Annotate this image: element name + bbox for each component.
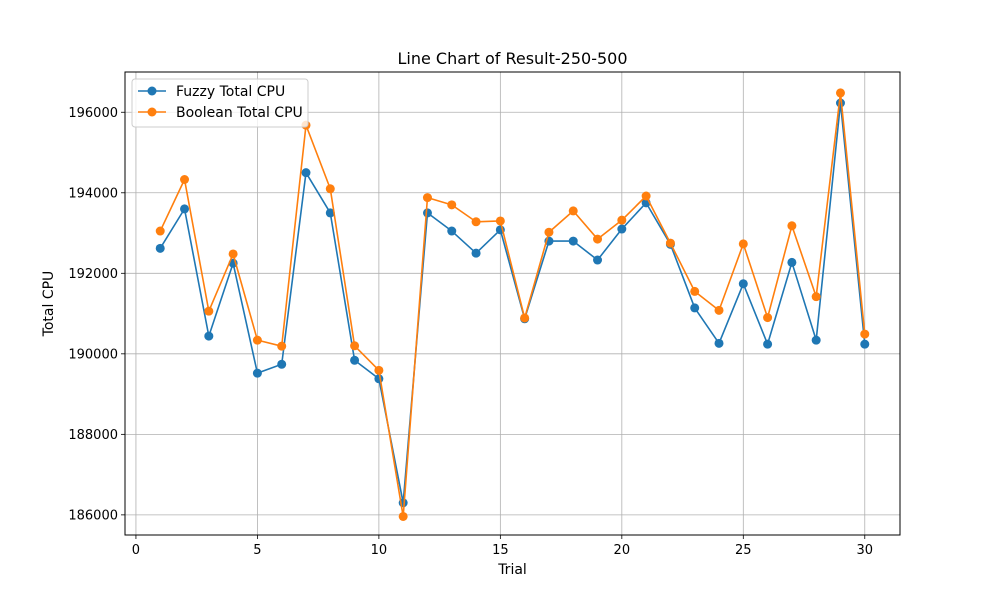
data-point xyxy=(593,255,603,265)
x-axis-label: Trial xyxy=(497,562,527,578)
x-tick-label: 25 xyxy=(735,543,752,558)
data-point xyxy=(252,335,262,345)
x-tick-label: 5 xyxy=(253,543,261,558)
y-axis-label: Total CPU xyxy=(41,271,57,338)
data-point xyxy=(641,191,651,201)
data-point xyxy=(277,359,287,369)
data-point xyxy=(155,243,165,253)
data-point xyxy=(520,313,530,323)
data-point xyxy=(398,511,408,521)
y-tick-label: 188000 xyxy=(68,428,118,443)
data-point xyxy=(350,341,360,351)
data-point xyxy=(325,208,335,218)
chart-title: Line Chart of Result-250-500 xyxy=(397,49,627,68)
series-2 xyxy=(155,88,870,521)
y-tick-label: 190000 xyxy=(68,347,118,362)
data-point xyxy=(617,224,627,234)
data-point xyxy=(763,339,773,349)
legend-item: Fuzzy Total CPU xyxy=(138,84,285,100)
data-point xyxy=(155,226,165,236)
ticks: 0 5 10 15 20 25 30 186000 188000 190000 192000 1940… xyxy=(68,106,873,558)
data-point xyxy=(422,193,432,203)
legend-marker xyxy=(147,86,157,96)
data-point xyxy=(544,227,554,237)
data-point xyxy=(204,331,214,341)
x-tick-label: 30 xyxy=(856,543,873,558)
data-point xyxy=(180,174,190,184)
data-point xyxy=(835,88,845,98)
legend-box xyxy=(131,78,309,128)
data-point xyxy=(763,313,773,323)
y-tick-label: 194000 xyxy=(68,186,118,201)
data-point xyxy=(471,217,481,227)
data-point xyxy=(374,365,384,375)
data-point xyxy=(593,234,603,244)
data-point xyxy=(568,236,578,246)
data-point xyxy=(738,239,748,249)
x-tick-label: 15 xyxy=(492,543,509,558)
y-tick-label: 186000 xyxy=(68,508,118,523)
data-point xyxy=(204,306,214,316)
legend: Fuzzy Total CPU Boolean Total CPU xyxy=(131,78,309,128)
data-point xyxy=(811,292,821,302)
legend-item: Boolean Total CPU xyxy=(138,105,303,121)
legend-label: Fuzzy Total CPU xyxy=(176,84,285,100)
data-point xyxy=(350,355,360,365)
x-tick-label: 0 xyxy=(132,543,140,558)
data-point xyxy=(325,184,335,194)
data-point xyxy=(690,303,700,313)
data-point xyxy=(787,221,797,231)
data-point xyxy=(228,249,238,259)
data-point xyxy=(738,279,748,289)
data-point xyxy=(787,257,797,267)
series-group xyxy=(155,88,870,521)
data-point xyxy=(495,216,505,226)
data-point xyxy=(422,208,432,218)
legend-label: Boolean Total CPU xyxy=(176,105,303,121)
data-point xyxy=(568,206,578,216)
data-point xyxy=(690,286,700,296)
x-tick-label: 10 xyxy=(371,543,388,558)
x-tick-label: 20 xyxy=(614,543,631,558)
data-point xyxy=(471,248,481,258)
data-point xyxy=(277,341,287,351)
data-point xyxy=(252,368,262,378)
data-point xyxy=(714,338,724,348)
data-point xyxy=(617,215,627,225)
y-tick-label: 196000 xyxy=(68,106,118,121)
data-point xyxy=(447,200,457,210)
y-tick-label: 192000 xyxy=(68,267,118,282)
data-point xyxy=(860,329,870,339)
data-point xyxy=(860,339,870,349)
legend-marker xyxy=(147,107,157,117)
data-point xyxy=(811,335,821,345)
data-point xyxy=(374,374,384,384)
plot-frame xyxy=(124,71,901,536)
data-point xyxy=(301,168,311,178)
data-point xyxy=(180,204,190,214)
data-point xyxy=(447,226,457,236)
data-point xyxy=(714,305,724,315)
data-point xyxy=(665,238,675,248)
